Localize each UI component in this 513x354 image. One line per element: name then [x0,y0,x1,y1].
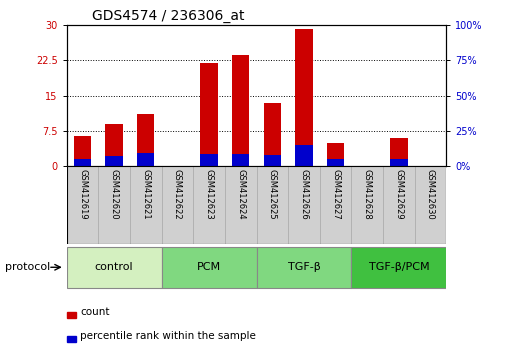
Bar [264,155,281,166]
Text: GSM412623: GSM412623 [205,169,213,219]
Bar [351,246,446,288]
Bar [390,138,407,166]
Text: GSM412629: GSM412629 [394,169,403,219]
Bar [383,166,415,244]
Text: control: control [95,262,133,272]
Bar [201,63,218,166]
Bar [295,29,312,166]
Bar [232,154,249,166]
Bar [130,166,162,244]
Text: GSM412627: GSM412627 [331,169,340,219]
Bar [74,159,91,166]
Bar [351,166,383,244]
Text: GDS4574 / 236306_at: GDS4574 / 236306_at [92,9,245,23]
Text: PCM: PCM [197,262,221,272]
Bar [137,114,154,166]
Bar [225,166,256,244]
Text: GSM412625: GSM412625 [268,169,277,219]
Text: GSM412619: GSM412619 [78,169,87,219]
Bar [67,312,76,318]
Bar [162,166,193,244]
Bar [295,145,312,166]
Text: percentile rank within the sample: percentile rank within the sample [80,331,256,341]
Bar [67,166,98,244]
Bar [106,124,123,166]
Bar [67,246,162,288]
Bar [232,56,249,166]
Bar [193,166,225,244]
Bar [137,153,154,166]
Bar [327,159,344,166]
Text: GSM412630: GSM412630 [426,169,435,219]
Bar [74,136,91,166]
Bar [288,166,320,244]
Bar [67,336,76,342]
Bar [162,246,256,288]
Bar [390,159,407,166]
Text: GSM412622: GSM412622 [173,169,182,219]
Text: GSM412626: GSM412626 [300,169,308,219]
Text: TGF-β/PCM: TGF-β/PCM [368,262,429,272]
Bar [256,166,288,244]
Text: GSM412628: GSM412628 [363,169,372,219]
Bar [264,103,281,166]
Text: TGF-β: TGF-β [288,262,320,272]
Bar [98,166,130,244]
Bar [415,166,446,244]
Text: GSM412620: GSM412620 [110,169,119,219]
Bar [106,156,123,166]
Bar [256,246,351,288]
Bar [327,143,344,166]
Text: count: count [80,307,109,318]
Text: protocol: protocol [5,262,50,272]
Bar [320,166,351,244]
Bar [201,154,218,166]
Text: GSM412621: GSM412621 [141,169,150,219]
Text: GSM412624: GSM412624 [236,169,245,219]
